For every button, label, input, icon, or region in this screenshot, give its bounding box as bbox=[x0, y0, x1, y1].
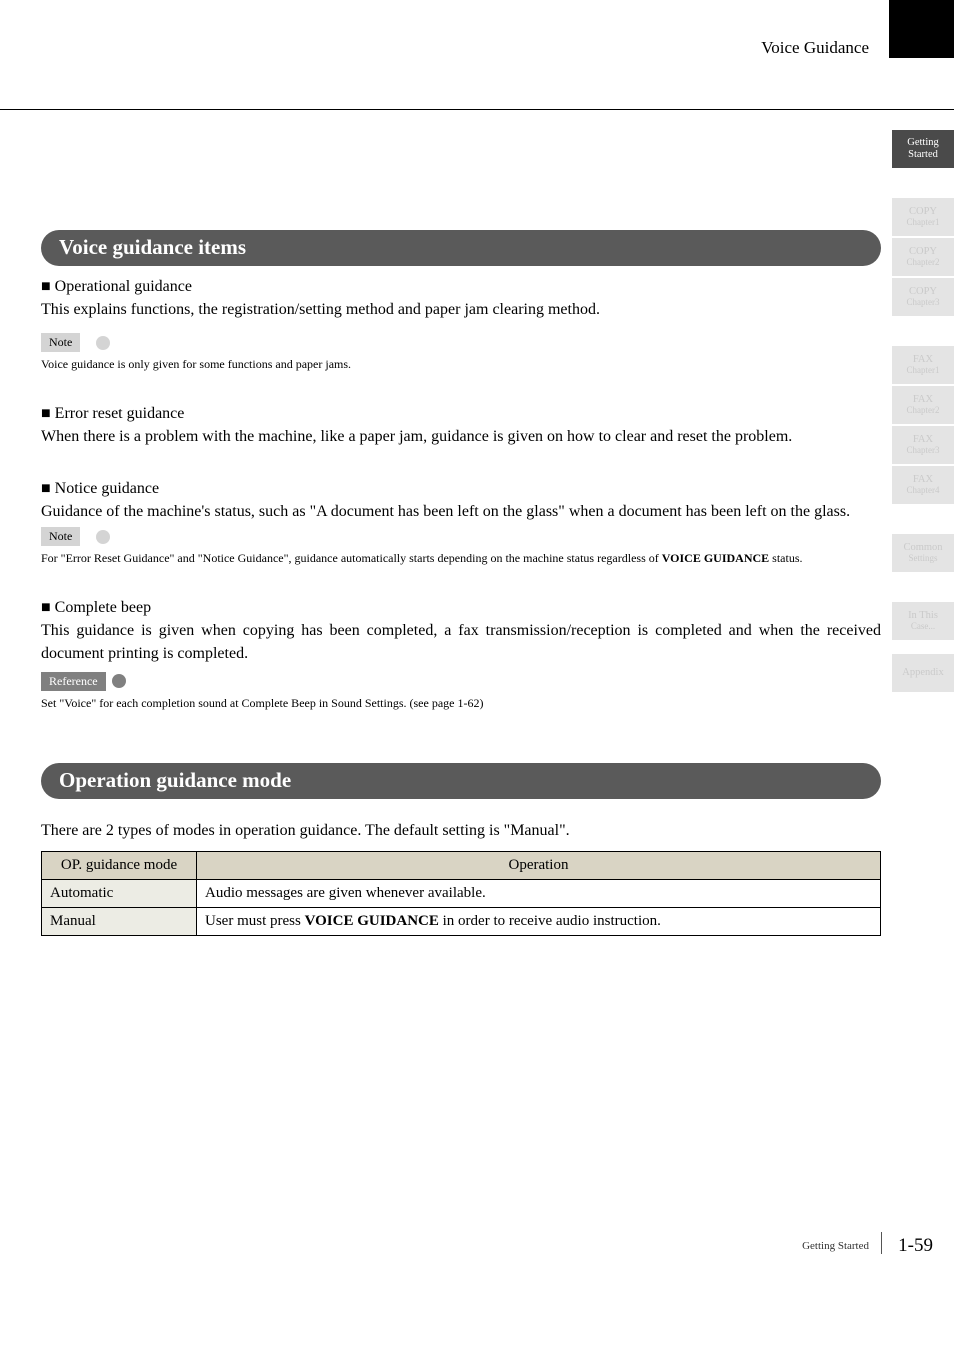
th-operation: Operation bbox=[197, 851, 881, 879]
heading-operational: ■ Operational guidance bbox=[41, 278, 924, 296]
reference-text: Reference bbox=[41, 672, 106, 691]
text-bold: VOICE GUIDANCE bbox=[305, 913, 439, 929]
section-title-voice-items: Voice guidance items bbox=[41, 230, 881, 266]
text-part: User must press bbox=[205, 913, 305, 929]
heading-notice: ■ Notice guidance bbox=[41, 480, 924, 498]
text-bold: VOICE GUIDANCE bbox=[662, 551, 769, 565]
text-intro: There are 2 types of modes in operation … bbox=[41, 819, 881, 842]
note-text: Note bbox=[41, 333, 80, 352]
td-automatic-desc: Audio messages are given whenever availa… bbox=[197, 879, 881, 907]
text-complete-beep: This guidance is given when copying has … bbox=[41, 619, 881, 665]
section-title-op-guidance: Operation guidance mode bbox=[41, 763, 881, 799]
text-operational: This explains functions, the registratio… bbox=[41, 298, 881, 321]
note-body: Voice guidance is only given for some fu… bbox=[41, 356, 881, 373]
note-label: Note bbox=[41, 333, 110, 352]
text-error-reset: When there is a problem with the machine… bbox=[41, 425, 881, 448]
table-header-row: OP. guidance mode Operation bbox=[42, 851, 881, 879]
note-body: For "Error Reset Guidance" and "Notice G… bbox=[41, 550, 881, 567]
heading-error-reset: ■ Error reset guidance bbox=[41, 405, 924, 423]
th-mode: OP. guidance mode bbox=[42, 851, 197, 879]
footer-section-label: Getting Started bbox=[802, 1240, 869, 1252]
guidance-mode-table: OP. guidance mode Operation Automatic Au… bbox=[41, 851, 881, 936]
text-part: status. bbox=[769, 551, 802, 565]
note-circle-icon bbox=[96, 530, 110, 544]
td-manual: Manual bbox=[42, 907, 197, 935]
page-header: Voice Guidance bbox=[0, 0, 954, 110]
page-header-title: Voice Guidance bbox=[761, 38, 869, 58]
note-text: Note bbox=[41, 527, 80, 546]
reference-circle-icon bbox=[112, 674, 126, 688]
content: Voice guidance items ■ Operational guida… bbox=[0, 110, 954, 936]
reference-label: Reference bbox=[41, 672, 126, 691]
table-row: Manual User must press VOICE GUIDANCE in… bbox=[42, 907, 881, 935]
corner-block bbox=[889, 0, 954, 58]
note-circle-icon bbox=[96, 336, 110, 350]
page-footer: Getting Started 1-59 bbox=[0, 1216, 954, 1276]
footer-separator bbox=[881, 1232, 882, 1254]
heading-complete-beep: ■ Complete beep bbox=[41, 599, 924, 617]
reference-body: Set "Voice" for each completion sound at… bbox=[41, 695, 881, 712]
td-manual-desc: User must press VOICE GUIDANCE in order … bbox=[197, 907, 881, 935]
td-automatic: Automatic bbox=[42, 879, 197, 907]
text-part: For "Error Reset Guidance" and "Notice G… bbox=[41, 551, 662, 565]
footer-page-number: 1-59 bbox=[898, 1235, 933, 1257]
table-row: Automatic Audio messages are given whene… bbox=[42, 879, 881, 907]
text-notice: Guidance of the machine's status, such a… bbox=[41, 500, 881, 523]
note-label: Note bbox=[41, 527, 110, 546]
text-part: in order to receive audio instruction. bbox=[439, 913, 661, 929]
